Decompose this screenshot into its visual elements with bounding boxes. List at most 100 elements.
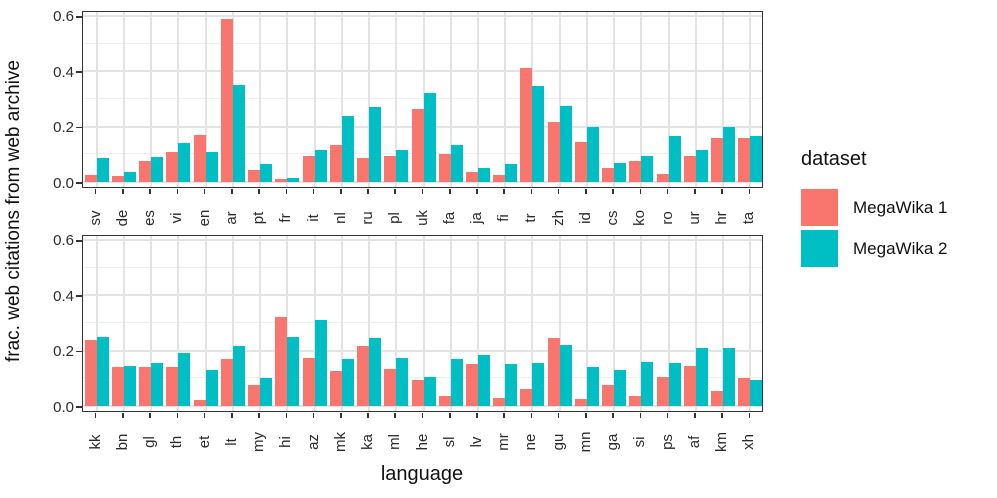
bar-ar-megawika-2 — [232, 85, 245, 182]
bar-fr-megawika-2 — [287, 177, 300, 182]
bar-gl-megawika-2 — [151, 363, 164, 406]
x-tick-mark — [612, 413, 614, 418]
x-tick-mark — [394, 189, 397, 194]
x-tick-mark — [448, 189, 451, 194]
x-tick-mark — [721, 189, 723, 194]
y-tick-label: 0.0 — [53, 174, 74, 192]
x-tick-label-hr: hr — [713, 211, 731, 225]
x-tick-label-ru: ru — [359, 211, 377, 225]
x-tick-label-km: km — [713, 432, 731, 452]
x-tick-label-fa: fa — [440, 211, 458, 225]
x-tick-label-pl: pl — [386, 212, 404, 224]
x-tick-mark — [122, 189, 124, 194]
bar-ga-megawika-1 — [602, 385, 615, 406]
gridline-vertical — [368, 12, 371, 187]
gridline-vertical — [204, 12, 207, 187]
x-tick-label-uk: uk — [413, 210, 431, 226]
y-tick-mark — [76, 350, 82, 353]
legend: dataset MegaWika 1 MegaWika 2 — [801, 148, 991, 271]
x-tick-label-it: it — [304, 214, 322, 222]
bar-id-megawika-1 — [574, 141, 587, 182]
x-tick-label-ar: ar — [222, 211, 240, 225]
bar-sl-megawika-1 — [438, 396, 451, 406]
gridline-vertical — [177, 236, 180, 411]
gridline-vertical — [476, 12, 479, 187]
bar-he-megawika-1 — [411, 379, 424, 406]
bar-vi-megawika-1 — [166, 151, 179, 182]
x-tick-label-ml: ml — [386, 434, 404, 450]
y-tick-label: 0.6 — [53, 232, 74, 250]
x-tick-mark — [258, 189, 260, 194]
x-tick-mark — [476, 413, 478, 418]
bar-de-megawika-2 — [123, 172, 136, 182]
gridline-vertical — [722, 236, 725, 411]
bar-gu-megawika-1 — [547, 338, 560, 406]
bar-xh-megawika-2 — [750, 379, 762, 406]
gridline-vertical — [340, 236, 343, 411]
legend-swatch-megawika-1 — [801, 189, 838, 226]
legend-entry-label: MegaWika 1 — [853, 197, 948, 217]
x-tick-mark — [94, 413, 97, 418]
x-tick-label-tr: tr — [522, 213, 540, 223]
bar-et-megawika-1 — [193, 400, 206, 406]
x-tick-label-pt: pt — [250, 211, 268, 225]
x-tick-label-lt: lt — [222, 438, 240, 446]
bar-en-megawika-1 — [193, 134, 206, 182]
x-tick-mark — [367, 413, 369, 418]
x-tick-label-et: et — [195, 435, 213, 449]
bar-ar-megawika-1 — [220, 18, 233, 182]
gridline-vertical — [504, 236, 507, 411]
x-tick-mark — [122, 413, 124, 418]
x-tick-label-ps: ps — [658, 434, 676, 450]
bar-es-megawika-2 — [151, 157, 164, 182]
gridline-vertical — [259, 12, 262, 187]
bar-xh-megawika-1 — [738, 378, 751, 406]
bar-ne-megawika-1 — [520, 389, 533, 406]
x-tick-label-mr: mr — [495, 433, 513, 451]
bar-lt-megawika-1 — [220, 358, 233, 406]
bar-ru-megawika-2 — [369, 107, 382, 182]
bar-ta-megawika-1 — [738, 137, 751, 182]
x-tick-mark — [639, 413, 642, 418]
gridline-vertical — [286, 12, 289, 187]
x-tick-label-es: es — [141, 210, 159, 226]
bar-bn-megawika-2 — [123, 365, 136, 406]
bar-ne-megawika-2 — [532, 363, 545, 406]
x-tick-mark — [312, 413, 315, 418]
x-tick-mark — [176, 189, 179, 194]
x-tick-label-lv: lv — [467, 436, 485, 448]
bar-th-megawika-2 — [178, 353, 191, 406]
x-tick-mark — [694, 189, 696, 194]
x-tick-label-fi: fi — [495, 214, 513, 222]
facet-panel-bottom — [82, 235, 763, 412]
gridline-vertical — [476, 236, 479, 411]
gridline-vertical — [531, 236, 534, 411]
x-tick-mark — [503, 189, 505, 194]
x-tick-mark — [203, 189, 206, 194]
bar-gl-megawika-1 — [139, 367, 152, 406]
bar-it-megawika-2 — [314, 150, 327, 182]
x-tick-label-hi: hi — [277, 436, 295, 448]
gridline-vertical — [122, 236, 125, 411]
bar-nl-megawika-1 — [329, 144, 342, 182]
x-tick-label-cs: cs — [604, 210, 622, 226]
bar-si-megawika-2 — [641, 361, 654, 406]
gridline-vertical — [613, 12, 616, 187]
x-tick-mark — [557, 413, 560, 418]
x-tick-label-gu: gu — [549, 433, 567, 451]
bar-ur-megawika-1 — [683, 155, 696, 182]
bar-uk-megawika-2 — [423, 93, 436, 182]
bar-fi-megawika-2 — [505, 164, 518, 182]
y-tick-label: 0.4 — [53, 287, 74, 305]
x-tick-label-mn: mn — [576, 431, 594, 453]
gridline-vertical — [340, 12, 343, 187]
x-tick-mark — [666, 189, 669, 194]
x-tick-mark — [666, 413, 669, 418]
x-tick-mark — [530, 189, 533, 194]
bar-my-megawika-2 — [260, 378, 273, 406]
x-tick-label-he: he — [413, 433, 431, 451]
x-tick-label-id: id — [576, 212, 594, 224]
bar-zh-megawika-2 — [559, 105, 572, 182]
gridline-vertical — [259, 236, 262, 411]
y-tick-label: 0.2 — [53, 343, 74, 361]
